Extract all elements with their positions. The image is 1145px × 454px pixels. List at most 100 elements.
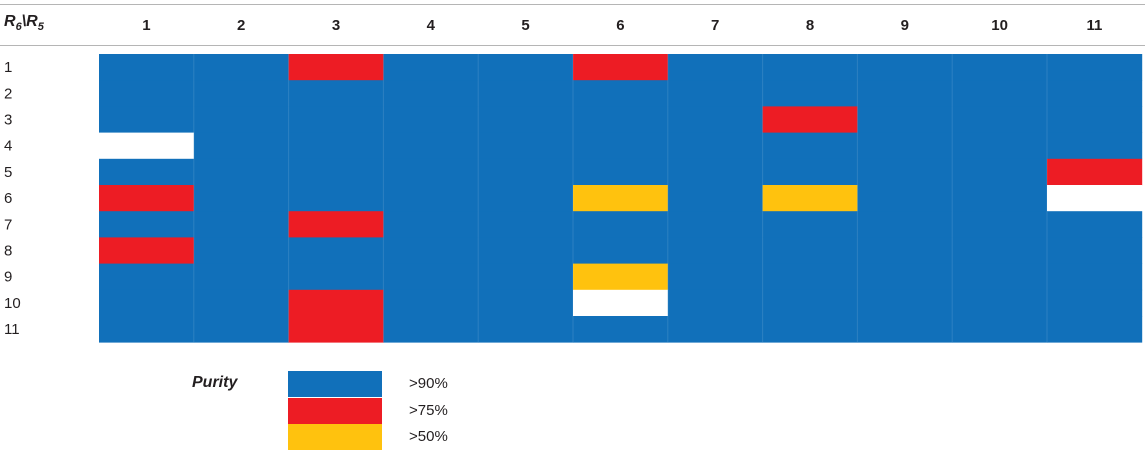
- heatmap-cell: [857, 80, 953, 107]
- heatmap-cell: [762, 263, 858, 291]
- heatmap-cell: [762, 316, 858, 343]
- heatmap-cell: [952, 80, 1048, 107]
- heatmap-cell: [952, 263, 1048, 291]
- heatmap-cell: [667, 211, 763, 238]
- heatmap-cell: [857, 237, 953, 264]
- heatmap-cell: [573, 211, 669, 238]
- heatmap-cell: [667, 158, 763, 186]
- column-header: 2: [237, 17, 245, 34]
- heatmap-cell: [193, 289, 289, 317]
- heatmap-cell: [99, 158, 195, 186]
- heatmap-cell: [478, 185, 574, 212]
- heatmap-cell: [762, 237, 858, 264]
- heatmap-cell: [383, 185, 479, 212]
- column-header: 7: [711, 17, 719, 34]
- heatmap-cell: [857, 158, 953, 186]
- heatmap-cell: [383, 80, 479, 107]
- legend-swatch: [288, 424, 382, 450]
- heatmap-cell: [667, 54, 763, 81]
- heatmap-cell: [99, 54, 195, 81]
- heatmap-cell: [383, 54, 479, 81]
- column-header: 8: [806, 17, 814, 34]
- heatmap-cell: [288, 316, 384, 343]
- heatmap-cell: [857, 263, 953, 291]
- heatmap-cell: [952, 185, 1048, 212]
- heatmap-cell: [383, 316, 479, 343]
- heatmap-cell: [1047, 185, 1143, 212]
- heatmap-cell: [667, 80, 763, 107]
- heatmap-cell: [193, 132, 289, 160]
- heatmap-cell: [573, 316, 669, 343]
- heatmap-cell: [1047, 211, 1143, 238]
- row-header: 4: [4, 138, 12, 155]
- heatmap-cell: [667, 106, 763, 133]
- heatmap-cell: [99, 289, 195, 317]
- heatmap-cell: [288, 185, 384, 212]
- row-header: 3: [4, 112, 12, 129]
- heatmap-cell: [478, 237, 574, 264]
- row-header: 6: [4, 190, 12, 207]
- heatmap-cell: [99, 80, 195, 107]
- heatmap-cell: [383, 158, 479, 186]
- heatmap-cell: [478, 106, 574, 133]
- heatmap-cell: [478, 80, 574, 107]
- heatmap-cell: [952, 132, 1048, 160]
- heatmap-cell: [478, 158, 574, 186]
- heatmap-cell: [762, 80, 858, 107]
- column-header: 6: [616, 17, 624, 34]
- heatmap-cell: [952, 106, 1048, 133]
- heatmap-cell: [1047, 106, 1143, 133]
- heatmap-cell: [573, 106, 669, 133]
- heatmap-cell: [762, 185, 858, 212]
- heatmap-cell: [478, 132, 574, 160]
- heatmap-cell: [952, 289, 1048, 317]
- heatmap-cell: [99, 316, 195, 343]
- heatmap-cell: [952, 316, 1048, 343]
- legend-label: >90%: [409, 375, 448, 392]
- heatmap-cell: [952, 211, 1048, 238]
- column-header: 3: [332, 17, 340, 34]
- heatmap-cell: [383, 263, 479, 291]
- heatmap-cell: [383, 106, 479, 133]
- row-header: 11: [4, 321, 20, 338]
- legend-title: Purity: [192, 374, 238, 391]
- row-header: 9: [4, 269, 12, 286]
- heatmap-cell: [1047, 289, 1143, 317]
- heatmap-cell: [193, 185, 289, 212]
- heatmap-cell: [762, 158, 858, 186]
- row-header: 1: [4, 59, 12, 76]
- column-header: 11: [1086, 17, 1102, 34]
- heatmap-cell: [762, 54, 858, 81]
- heatmap-cell: [193, 54, 289, 81]
- heatmap-cell: [1047, 132, 1143, 160]
- heatmap-cell: [99, 263, 195, 291]
- heatmap-cell: [952, 158, 1048, 186]
- row-header: 2: [4, 85, 12, 102]
- heatmap-cell: [288, 106, 384, 133]
- heatmap-cell: [288, 158, 384, 186]
- heatmap-cell: [288, 237, 384, 264]
- heatmap-cell: [1047, 80, 1143, 107]
- heatmap-cell: [667, 289, 763, 317]
- heatmap-cell: [288, 132, 384, 160]
- heatmap-cell: [573, 289, 669, 317]
- heatmap-cell: [99, 237, 195, 264]
- heatmap-cell: [99, 132, 195, 160]
- heatmap-cell: [857, 211, 953, 238]
- heatmap-cell: [573, 158, 669, 186]
- heatmap-cell: [667, 316, 763, 343]
- heatmap-cell: [478, 263, 574, 291]
- legend-swatch: [288, 397, 382, 424]
- heatmap-cell: [762, 211, 858, 238]
- heatmap-cell: [1047, 54, 1143, 81]
- row-header: 10: [4, 295, 21, 312]
- legend-label: >50%: [409, 428, 448, 445]
- heatmap-cell: [193, 237, 289, 264]
- heatmap-cell: [667, 263, 763, 291]
- heatmap-cell: [573, 263, 669, 291]
- heatmap-cell: [288, 289, 384, 317]
- heatmap-cell: [573, 80, 669, 107]
- heatmap-cell: [193, 158, 289, 186]
- heatmap-cell: [193, 316, 289, 343]
